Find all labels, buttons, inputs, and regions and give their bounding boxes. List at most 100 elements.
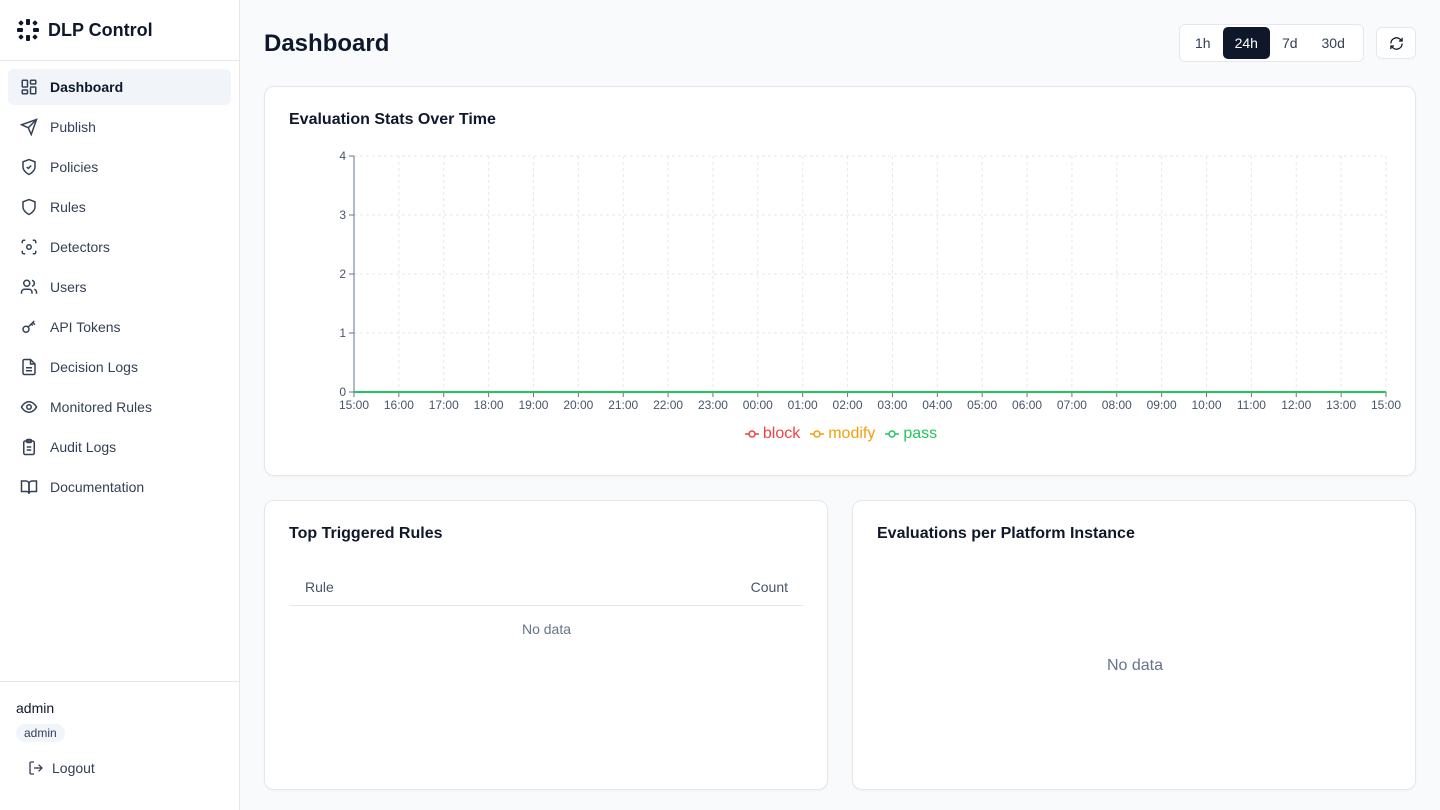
page-title: Dashboard [264, 30, 390, 57]
card-title: Evaluations per Platform Instance [877, 525, 1135, 542]
key-icon [20, 318, 38, 336]
range-30d-button[interactable]: 30d [1321, 35, 1345, 51]
x-tick-label: 13:00 [1326, 398, 1356, 412]
sidebar-item-monitored-rules[interactable]: Monitored Rules [8, 389, 231, 425]
sidebar-item-label: Decision Logs [50, 359, 138, 375]
user-area: admin admin Logout [0, 681, 239, 810]
sidebar-nav: Dashboard Publish Policies Rules Detecto… [0, 61, 239, 517]
logo-icon [17, 19, 39, 41]
sidebar-item-users[interactable]: Users [8, 269, 231, 305]
sidebar-item-label: API Tokens [50, 319, 121, 335]
scan-icon [20, 238, 38, 256]
time-range-selector: 1h 24h 7d 30d [1179, 24, 1364, 62]
column-header-count[interactable]: Count [750, 579, 788, 595]
legend-label: block [762, 425, 801, 442]
x-tick-label: 17:00 [429, 398, 459, 412]
sidebar-item-label: Publish [50, 119, 96, 135]
logout-label: Logout [52, 760, 95, 776]
sidebar-item-detectors[interactable]: Detectors [8, 229, 231, 265]
sidebar-item-dashboard[interactable]: Dashboard [8, 69, 231, 105]
brand[interactable]: DLP Control [0, 0, 239, 61]
x-tick-label: 10:00 [1192, 398, 1222, 412]
x-tick-label: 15:00 [339, 398, 369, 412]
x-tick-label: 07:00 [1057, 398, 1087, 412]
main-content: Dashboard 1h 24h 7d 30d Evaluation Stats… [240, 0, 1440, 810]
y-tick-label: 0 [339, 385, 346, 399]
send-icon [20, 118, 38, 136]
x-tick-label: 01:00 [788, 398, 818, 412]
users-icon [20, 278, 38, 296]
legend-label: pass [903, 425, 938, 442]
sidebar-item-label: Detectors [50, 239, 110, 255]
x-tick-label: 02:00 [833, 398, 863, 412]
legend-label: modify [828, 425, 876, 442]
logout-button[interactable]: Logout [16, 760, 223, 776]
legend-item-pass[interactable]: pass [885, 425, 937, 443]
legend-item-block[interactable]: block [744, 425, 801, 443]
evaluation-stats-card: Evaluation Stats Over Time 0 1 2 3 4 15:00 16:… [264, 86, 1416, 476]
x-tick-label: 03:00 [877, 398, 907, 412]
refresh-icon [1389, 36, 1403, 50]
empty-state: No data [521, 621, 572, 637]
file-text-icon [20, 358, 38, 376]
legend-marker-icon [744, 430, 759, 438]
y-tick-label: 4 [339, 149, 346, 163]
x-tick-label: 06:00 [1012, 398, 1042, 412]
rules-table: Rule Count No data [289, 569, 804, 637]
x-tick-label: 15:00 [1371, 398, 1401, 412]
sidebar-item-audit-logs[interactable]: Audit Logs [8, 429, 231, 465]
sidebar-item-label: Rules [50, 199, 86, 215]
sidebar-item-policies[interactable]: Policies [8, 149, 231, 185]
x-tick-label: 23:00 [698, 398, 728, 412]
chart-legend: block modify pass [265, 425, 1417, 443]
sidebar-item-documentation[interactable]: Documentation [8, 469, 231, 505]
column-header-rule[interactable]: Rule [305, 579, 334, 595]
sidebar-item-decision-logs[interactable]: Decision Logs [8, 349, 231, 385]
legend-item-modify[interactable]: modify [810, 425, 875, 443]
y-tick-label: 1 [339, 326, 346, 340]
x-tick-label: 20:00 [563, 398, 593, 412]
logout-icon [28, 760, 44, 776]
sidebar-item-label: Monitored Rules [50, 399, 152, 415]
sidebar-item-label: Policies [50, 159, 99, 175]
shield-icon [20, 198, 38, 216]
range-24h-button[interactable]: 24h [1222, 27, 1270, 59]
sidebar-item-publish[interactable]: Publish [8, 109, 231, 145]
dashboard-icon [20, 78, 38, 96]
x-tick-label: 22:00 [653, 398, 683, 412]
x-tick-label: 05:00 [967, 398, 997, 412]
x-tick-label: 21:00 [608, 398, 638, 412]
x-tick-label: 08:00 [1102, 398, 1132, 412]
x-tick-label: 16:00 [384, 398, 414, 412]
empty-state: No data [1106, 657, 1164, 674]
shield-check-icon [20, 158, 38, 176]
x-tick-label: 09:00 [1147, 398, 1177, 412]
y-tick-label: 3 [339, 208, 346, 222]
book-icon [20, 478, 38, 496]
x-tick-label: 19:00 [518, 398, 548, 412]
table-header: Rule Count [289, 569, 804, 606]
legend-marker-icon [810, 430, 825, 438]
sidebar-item-rules[interactable]: Rules [8, 189, 231, 225]
sidebar-item-api-tokens[interactable]: API Tokens [8, 309, 231, 345]
x-tick-label: 18:00 [474, 398, 504, 412]
legend-marker-icon [885, 430, 900, 438]
evaluation-stats-chart: 0 1 2 3 4 15:00 16:00 17:00 18:00 19:00 20:00 21:00… [339, 149, 1401, 412]
sidebar: DLP Control Dashboard Publish Policies R… [0, 0, 240, 810]
refresh-button[interactable] [1376, 27, 1416, 59]
x-tick-label: 00:00 [743, 398, 773, 412]
app-name: DLP Control [48, 19, 153, 40]
platform-instance-card: Evaluations per Platform Instance No dat… [852, 500, 1416, 790]
range-1h-button[interactable]: 1h [1195, 35, 1211, 51]
x-tick-label: 12:00 [1281, 398, 1311, 412]
card-title: Evaluation Stats Over Time [289, 111, 496, 128]
role-badge: admin [16, 724, 65, 742]
sidebar-item-label: Dashboard [50, 79, 124, 95]
y-tick-label: 2 [339, 267, 346, 281]
sidebar-item-label: Audit Logs [50, 439, 117, 455]
x-tick-label: 11:00 [1237, 398, 1266, 412]
card-title: Top Triggered Rules [289, 525, 443, 542]
sidebar-item-label: Documentation [50, 479, 145, 495]
sidebar-item-label: Users [50, 279, 87, 295]
range-7d-button[interactable]: 7d [1281, 35, 1298, 51]
